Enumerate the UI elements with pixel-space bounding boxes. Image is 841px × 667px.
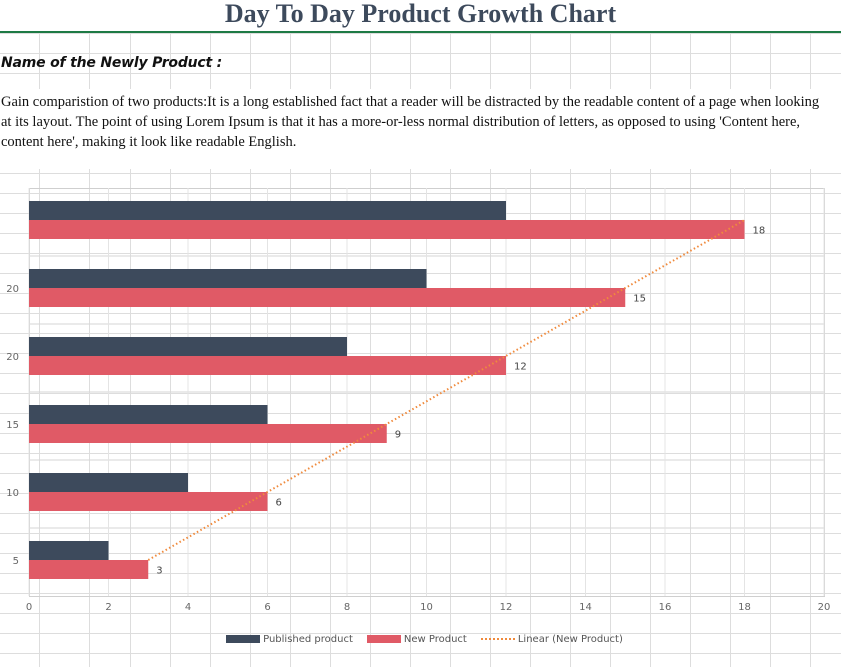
data-label: 3 xyxy=(156,566,162,577)
x-tick-label: 14 xyxy=(579,602,592,613)
x-tick-label: 0 xyxy=(26,602,32,613)
legend-swatch-new-product xyxy=(366,635,401,643)
bar-new-product xyxy=(29,424,387,443)
title-underline xyxy=(0,31,841,33)
data-label: 12 xyxy=(514,362,527,373)
bar-new-product xyxy=(29,492,268,511)
data-label: 9 xyxy=(395,430,401,441)
y-tick-label: 20 xyxy=(6,284,19,295)
x-tick-label: 12 xyxy=(500,602,513,613)
description-background xyxy=(0,89,841,169)
bar-new-product xyxy=(29,220,745,239)
legend-item-new-product: New Product xyxy=(366,633,467,645)
product-name-label: Name of the Newly Product : xyxy=(1,55,223,71)
bar-published xyxy=(29,337,347,356)
x-tick-label: 8 xyxy=(344,602,350,613)
legend-label-published: Published product xyxy=(263,633,353,645)
legend-item-published: Published product xyxy=(226,634,353,645)
x-tick-label: 6 xyxy=(264,602,270,613)
y-tick-label: 20 xyxy=(6,352,19,363)
bar-published xyxy=(29,269,427,288)
y-tick-label: 10 xyxy=(6,488,19,499)
bar-new-product xyxy=(29,288,626,307)
legend-item-trendline: Linear (New Product) xyxy=(480,633,623,645)
description-text: Gain comparistion of two products:It is … xyxy=(1,94,820,150)
legend-swatch-trendline xyxy=(480,638,515,640)
y-tick-label: 5 xyxy=(13,556,19,567)
x-tick-label: 2 xyxy=(105,602,111,613)
data-label: 18 xyxy=(753,226,766,237)
legend-label-trendline: Linear (New Product) xyxy=(517,633,623,645)
bar-published xyxy=(29,473,188,492)
x-tick-label: 10 xyxy=(420,602,433,613)
legend-swatch-published xyxy=(226,635,261,643)
bar-published xyxy=(29,405,268,424)
x-tick-label: 20 xyxy=(818,602,831,613)
bar-new-product xyxy=(29,356,506,375)
bar-published xyxy=(29,201,506,220)
data-label: 15 xyxy=(633,294,646,305)
y-tick-label: 15 xyxy=(6,420,19,431)
legend-label-new-product: New Product xyxy=(403,633,467,645)
data-label: 6 xyxy=(276,498,282,509)
x-tick-label: 4 xyxy=(185,602,191,613)
page-title: Day To Day Product Growth Chart xyxy=(0,0,841,31)
x-tick-label: 16 xyxy=(659,602,672,613)
x-tick-label: 18 xyxy=(738,602,751,613)
bar-published xyxy=(29,541,109,560)
chart-legend: Published product New Product Linear (Ne… xyxy=(0,630,841,648)
bar-new-product xyxy=(29,560,149,579)
